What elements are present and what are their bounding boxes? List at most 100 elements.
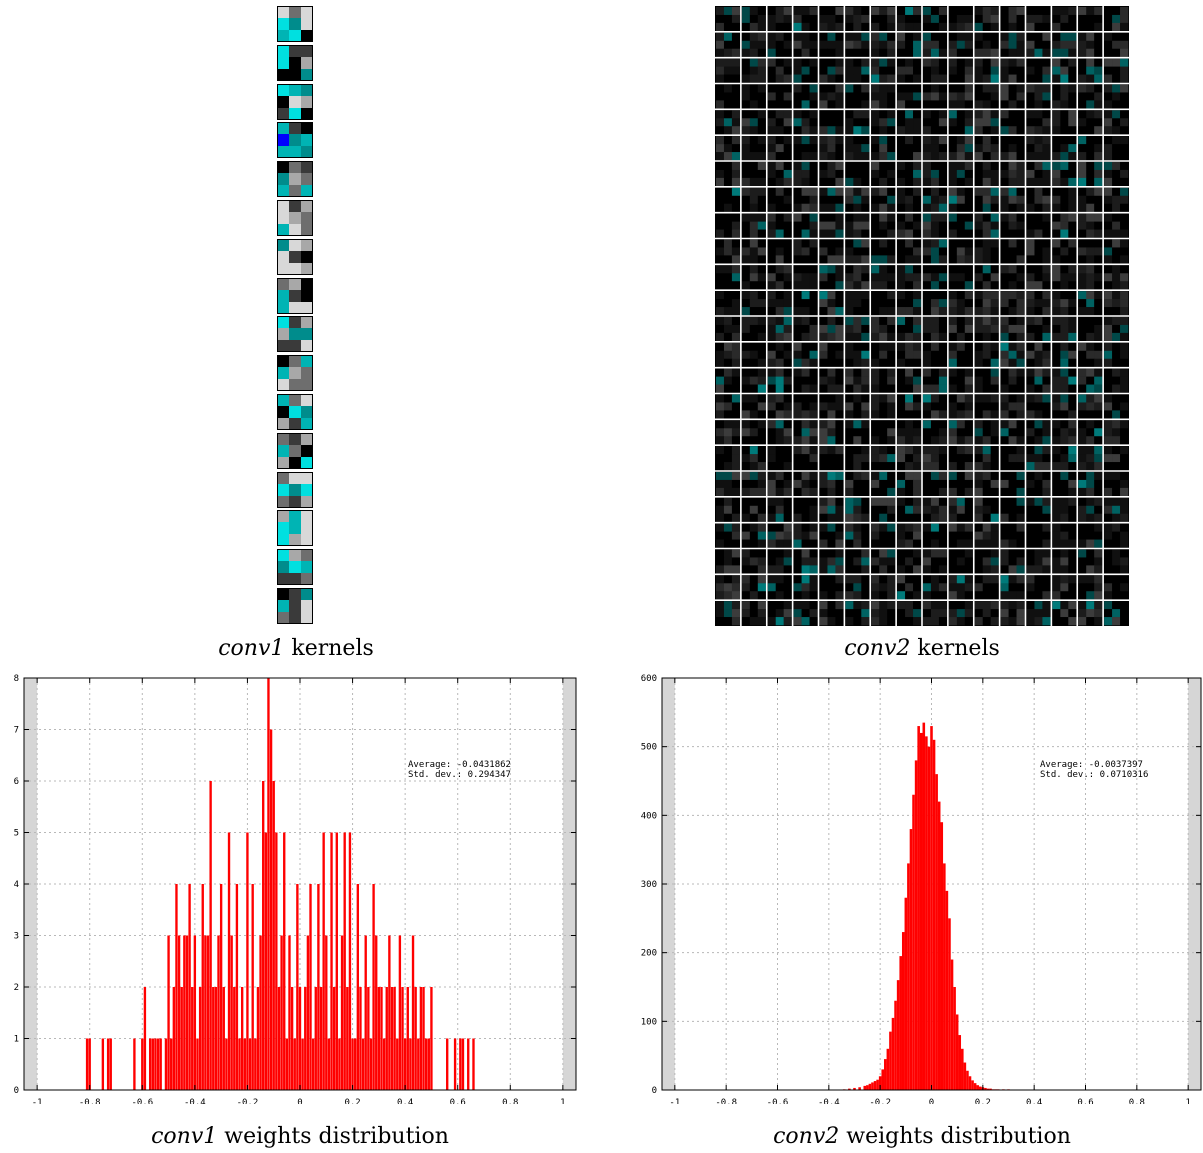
conv2-kernel-tile [948, 368, 974, 393]
histogram-bar [932, 739, 936, 1090]
conv1-kernel-tile [277, 588, 313, 624]
conv2-kernel-tile [1052, 239, 1077, 264]
y-tick-label: 7 [14, 726, 19, 736]
histogram-bar [401, 987, 404, 1090]
conv2-kernel-tile [767, 420, 792, 445]
conv2-kernel-tile [741, 110, 767, 135]
conv2-kernel-tile [1026, 523, 1051, 548]
conv2-kernel-tile [1000, 239, 1025, 264]
histogram-bar [873, 1081, 877, 1090]
conv2-kernel-tile [871, 213, 896, 238]
x-tick-label: -0.8 [715, 1098, 737, 1104]
conv2-kernel-tile [1078, 162, 1103, 187]
caption-layer-name: conv1 [218, 636, 285, 661]
conv2-kernel-tile [1026, 368, 1051, 393]
stats-annotation: Average: -0.0037397 [1040, 760, 1143, 770]
conv2-kernel-tile [974, 420, 999, 445]
conv2-kernel-tile [716, 575, 741, 600]
histogram-bar [301, 1038, 304, 1090]
conv2-kernel-tile [871, 162, 896, 187]
conv2-kernel-tile [1052, 291, 1077, 316]
histogram-bar [191, 987, 194, 1090]
histogram-bar [217, 935, 220, 1090]
histogram-bar [925, 736, 928, 1090]
conv2-kernel-tile [923, 136, 948, 161]
histogram-bar [948, 918, 951, 1090]
conv2-kernel-tile [871, 342, 896, 367]
histogram-bar [427, 1038, 430, 1090]
conv2-kernel-tile [897, 136, 922, 161]
conv2-kernel-tile [1104, 497, 1129, 522]
x-tick-label: -0.2 [869, 1098, 891, 1104]
conv2-kernel-tile [948, 446, 974, 471]
conv2-kernel-tile [845, 265, 870, 290]
y-tick-label: 500 [641, 743, 657, 753]
conv1-kernel-tile [277, 6, 313, 42]
histogram-bar [966, 1070, 969, 1090]
conv2-kernel-tile [819, 472, 844, 497]
conv2-kernel-tile [948, 110, 974, 135]
histogram-bar [430, 987, 433, 1090]
histogram-bar [319, 987, 323, 1090]
conv2-kernel-tile [871, 58, 896, 83]
conv2-kernel-tile [767, 394, 792, 419]
conv2-kernel-tile [1026, 317, 1051, 342]
conv2-kernel-tile [1104, 162, 1129, 187]
histogram-bar [950, 959, 954, 1090]
conv2-kernel-tile [1052, 497, 1077, 522]
conv2-kernel-tile [1052, 32, 1077, 57]
conv1-kernel-tile [277, 316, 313, 352]
conv2-kernel-tile [897, 472, 922, 497]
histogram-bar [411, 935, 415, 1090]
conv2-kernel-tile [845, 549, 870, 574]
histogram-bar [314, 987, 317, 1090]
histogram-bar [955, 1014, 959, 1090]
conv2-kernel-tile [1000, 420, 1025, 445]
histogram-bar [346, 987, 349, 1090]
conv2-kernel-tile [1026, 58, 1051, 83]
histogram-bar [269, 729, 273, 1090]
conv2-kernel-tile [1052, 265, 1077, 290]
conv1-weights-histogram: -1 -0.8 -0.6 -0.4 -0.2 0 0.2 0.4 0.6 0.8 1 0 1 2 3 4 5 6 7… [14, 674, 577, 1104]
conv2-kernel-tile [741, 32, 767, 57]
histogram-bar [338, 1038, 341, 1090]
conv2-kernel-tile [845, 84, 870, 109]
conv2-kernel-tile [1104, 601, 1129, 626]
conv2-kernel-tile [871, 601, 896, 626]
conv2-kernel-tile [1078, 472, 1103, 497]
conv2-kernel-tile [767, 110, 792, 135]
histogram-bar [935, 774, 938, 1090]
conv2-kernel-tile [741, 291, 767, 316]
x-tick-label: -0.8 [79, 1098, 101, 1104]
conv2-kernel-tile [819, 58, 844, 83]
histogram-bar [335, 832, 338, 1090]
conv2-kernel-tile [1026, 136, 1051, 161]
y-tick-label: 200 [641, 949, 657, 959]
conv2-kernel-tile [897, 575, 922, 600]
histogram-bar [896, 980, 900, 1090]
histogram-bar [414, 987, 417, 1090]
histogram-bar [348, 832, 352, 1090]
histogram-bar [290, 987, 294, 1090]
histogram-bar [156, 1038, 160, 1090]
caption-text: kernels [284, 636, 374, 661]
x-tick-label: 0 [297, 1098, 302, 1104]
conv2-kernel-tile [845, 575, 870, 600]
conv2-kernel-tile [1104, 472, 1129, 497]
conv2-kernel-tile [1026, 110, 1051, 135]
conv2-kernel-tile [1000, 446, 1025, 471]
histogram-bar [304, 987, 307, 1090]
conv2-kernel-tile [948, 317, 974, 342]
histogram-bar [930, 726, 933, 1090]
conv2-kernel-tile [793, 162, 818, 187]
conv2-kernel-tile [871, 446, 896, 471]
conv2-kernel-tile [716, 317, 741, 342]
histogram-bar [264, 832, 268, 1090]
histogram-bar [243, 1038, 246, 1090]
histogram-bar [891, 1017, 895, 1090]
conv2-kernel-tile [1026, 213, 1051, 238]
x-tick-label: 0.2 [975, 1098, 991, 1104]
conv2-kernel-tile [1052, 136, 1077, 161]
conv2-kernel-tile [948, 497, 974, 522]
y-tick-label: 400 [641, 811, 657, 821]
